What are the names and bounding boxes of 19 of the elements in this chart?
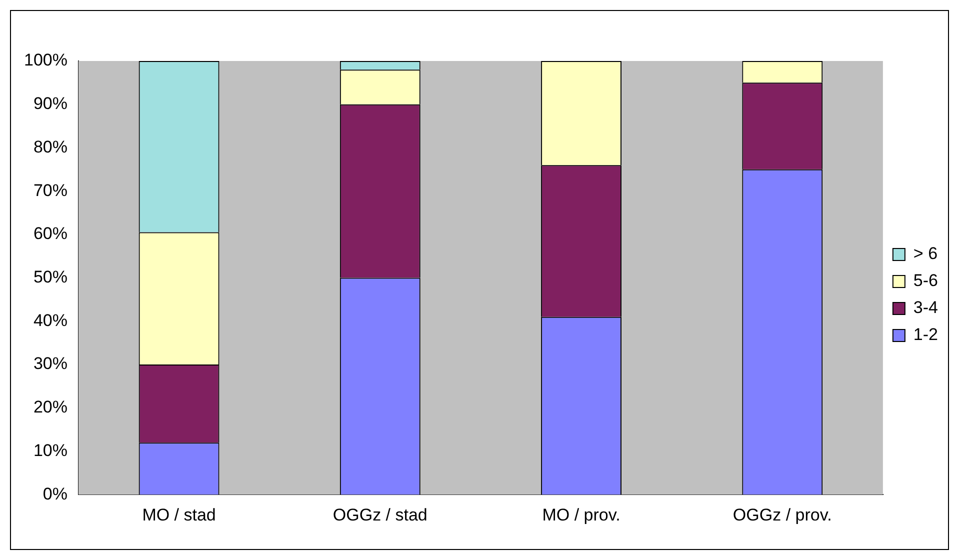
y-tick-label: 20% xyxy=(33,398,68,417)
legend-label: > 6 xyxy=(913,244,938,264)
y-tick-label: 90% xyxy=(33,94,68,114)
legend-label: 3-4 xyxy=(913,298,938,318)
y-tick-label: 60% xyxy=(33,224,68,244)
legend-label: 5-6 xyxy=(913,271,938,290)
x-tick-label: OGGz / prov. xyxy=(732,505,832,524)
y-tick-label: 80% xyxy=(33,137,68,156)
y-tick-label: 10% xyxy=(33,440,68,460)
y-tick-label: 0% xyxy=(42,484,68,504)
x-tick-label: MO / stad xyxy=(142,505,216,524)
y-tick-label: 40% xyxy=(33,310,68,330)
y-tick-label: 30% xyxy=(33,354,68,374)
legend-label: 1-2 xyxy=(913,325,938,344)
y-tick-label: 50% xyxy=(33,267,68,286)
y-tick-label: 70% xyxy=(33,180,68,200)
y-tick-label: 100% xyxy=(24,50,68,70)
x-tick-label: OGGz / stad xyxy=(332,505,428,524)
x-tick-label: MO / prov. xyxy=(542,505,620,524)
